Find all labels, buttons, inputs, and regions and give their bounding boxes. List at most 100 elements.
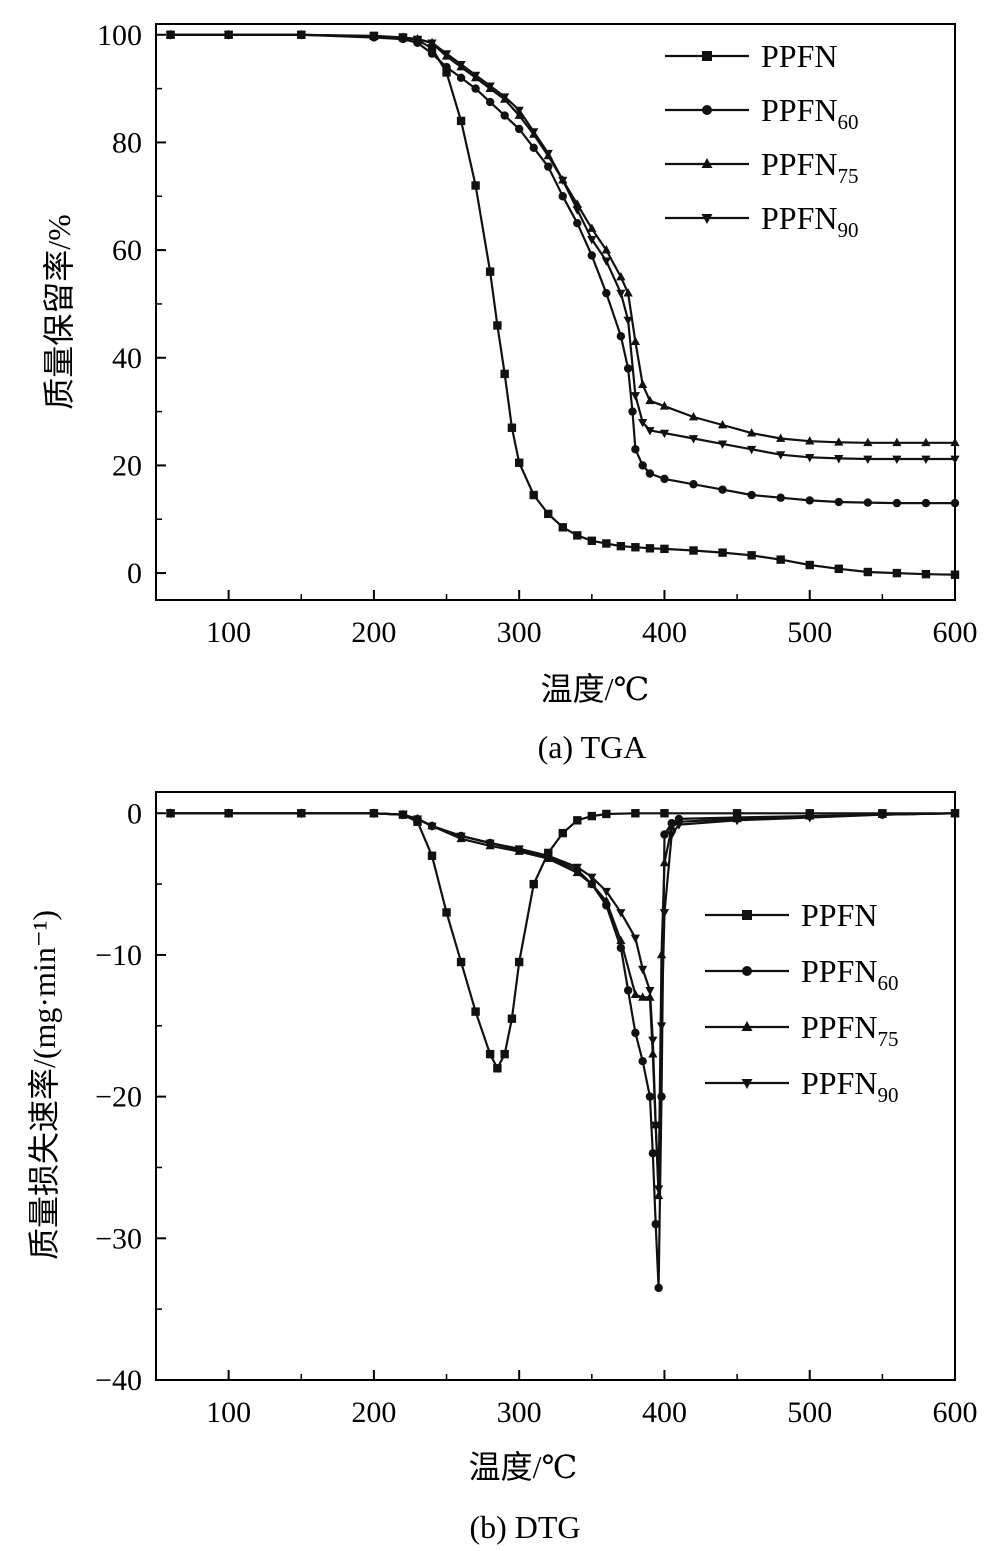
tga-data-point <box>950 570 960 579</box>
tga-y-tick-label: 80 <box>112 126 142 159</box>
dtg-data-point <box>648 1149 658 1158</box>
dtg-data-point <box>587 879 597 888</box>
tga-data-point <box>558 192 567 201</box>
tga-data-point <box>776 451 786 460</box>
tga-x-tick-label: 300 <box>497 616 542 649</box>
dtg-data-point <box>427 822 437 832</box>
tga-legend-label: PPFN75 <box>761 146 859 188</box>
dtg-x-tick-label: 600 <box>933 1396 978 1429</box>
dtg-caption: (b) DTG <box>469 1509 580 1545</box>
tga-data-point <box>572 206 582 215</box>
tga-data-point <box>500 111 509 120</box>
tga-data-point <box>573 218 582 228</box>
tga-data-point <box>645 395 655 405</box>
dtg-data-point <box>645 987 655 996</box>
tga-data-point <box>659 429 670 439</box>
tga-data-point <box>529 128 539 137</box>
tga-series-PPFN <box>166 30 960 579</box>
tga-data-point <box>921 437 931 447</box>
tga-data-point <box>602 539 611 548</box>
dtg-data-point <box>656 1022 667 1031</box>
tga-series-PPFN60 <box>166 30 960 508</box>
tga-data-point <box>544 162 553 171</box>
tga-data-point <box>718 485 727 494</box>
dtg-x-axis-title: 温度/℃ <box>469 1449 578 1485</box>
tga-data-point <box>689 480 698 489</box>
tga-legend: PPFN PPFN60 PPFN75 PPFN90 <box>665 38 859 242</box>
dtg-x-tick-label: 500 <box>787 1396 832 1429</box>
dtg-legend-marker <box>741 1021 753 1031</box>
tga-chart: 100 200 300 400 500 600 0 20 40 60 80 100 PPFN PPFN6… <box>41 19 978 765</box>
tga-data-point <box>485 97 495 107</box>
tga-y-tick-label: 20 <box>112 449 142 482</box>
tga-data-point <box>442 62 451 72</box>
tga-legend-label: PPFN <box>761 38 838 74</box>
tga-x-tick-label: 600 <box>933 616 978 649</box>
tga-caption: (a) TGA <box>538 729 647 765</box>
dtg-legend-marker <box>741 1079 753 1089</box>
tga-legend-label: PPFN90 <box>761 200 859 242</box>
dtg-data-point <box>573 816 582 825</box>
tga-plot-frame <box>155 23 956 601</box>
dtg-data-point <box>224 809 234 819</box>
tga-data-point <box>398 34 408 43</box>
dtg-legend-item: PPFN75 <box>705 1009 899 1051</box>
tga-data-point <box>689 546 698 555</box>
dtg-data-point <box>667 822 677 831</box>
tga-data-point <box>601 257 611 266</box>
tga-data-point <box>688 411 699 421</box>
tga-data-point <box>717 440 728 449</box>
tga-data-point <box>834 564 843 573</box>
tga-data-point <box>441 50 452 59</box>
tga-legend-item: PPFN90 <box>665 200 859 242</box>
dtg-legend: PPFN PPFN60 PPFN75 PPFN90 <box>705 897 899 1107</box>
dtg-legend-label: PPFN75 <box>801 1009 899 1051</box>
dtg-data-point <box>616 909 626 918</box>
dtg-data-point <box>616 935 626 945</box>
dtg-y-tick-label: −40 <box>95 1364 142 1397</box>
dtg-data-point <box>645 1092 655 1101</box>
tga-data-point <box>427 44 437 53</box>
tga-data-point <box>950 437 960 447</box>
dtg-data-point <box>558 828 567 838</box>
tga-data-point <box>500 369 509 379</box>
dtg-data-point <box>648 1036 658 1045</box>
tga-data-point <box>442 68 451 77</box>
tga-y-tick-label: 60 <box>112 234 142 267</box>
dtg-legend-label: PPFN <box>801 897 878 933</box>
tga-data-point <box>805 453 815 463</box>
dtg-series-line <box>170 812 956 1190</box>
tga-data-point <box>471 84 480 93</box>
dtg-data-point <box>587 873 597 883</box>
tga-x-tick-label: 200 <box>351 616 396 649</box>
dtg-data-point <box>602 809 611 819</box>
tga-data-point <box>659 401 670 410</box>
tga-data-point <box>863 567 873 577</box>
tga-data-point <box>587 235 597 245</box>
dtg-data-point <box>660 830 669 839</box>
tga-legend-label: PPFN60 <box>761 92 859 134</box>
tga-data-point <box>645 544 655 553</box>
tga-data-point <box>456 61 466 70</box>
dtg-series-PPFN90 <box>165 809 960 1194</box>
tga-data-point <box>485 82 495 91</box>
dtg-data-point <box>651 1219 660 1229</box>
tga-data-point <box>623 364 633 373</box>
dtg-data-point <box>493 1064 502 1073</box>
tga-data-point <box>660 544 669 554</box>
dtg-data-point <box>674 821 684 830</box>
dtg-legend-marker <box>742 910 752 920</box>
tga-x-tick-label: 400 <box>642 616 687 649</box>
dtg-data-point <box>657 1092 666 1101</box>
dtg-data-point <box>654 1190 664 1200</box>
tga-data-point <box>645 469 655 478</box>
dtg-data-point <box>296 809 306 819</box>
tga-legend-marker <box>702 105 712 115</box>
dtg-data-point <box>587 811 597 821</box>
tga-data-point <box>616 289 626 299</box>
dtg-chart: 100 200 300 400 500 600−40−30−20−100 PPFNPPFN… <box>26 791 978 1545</box>
tga-data-point <box>224 31 234 40</box>
tga-data-point <box>892 455 902 465</box>
tga-data-point <box>628 407 637 416</box>
